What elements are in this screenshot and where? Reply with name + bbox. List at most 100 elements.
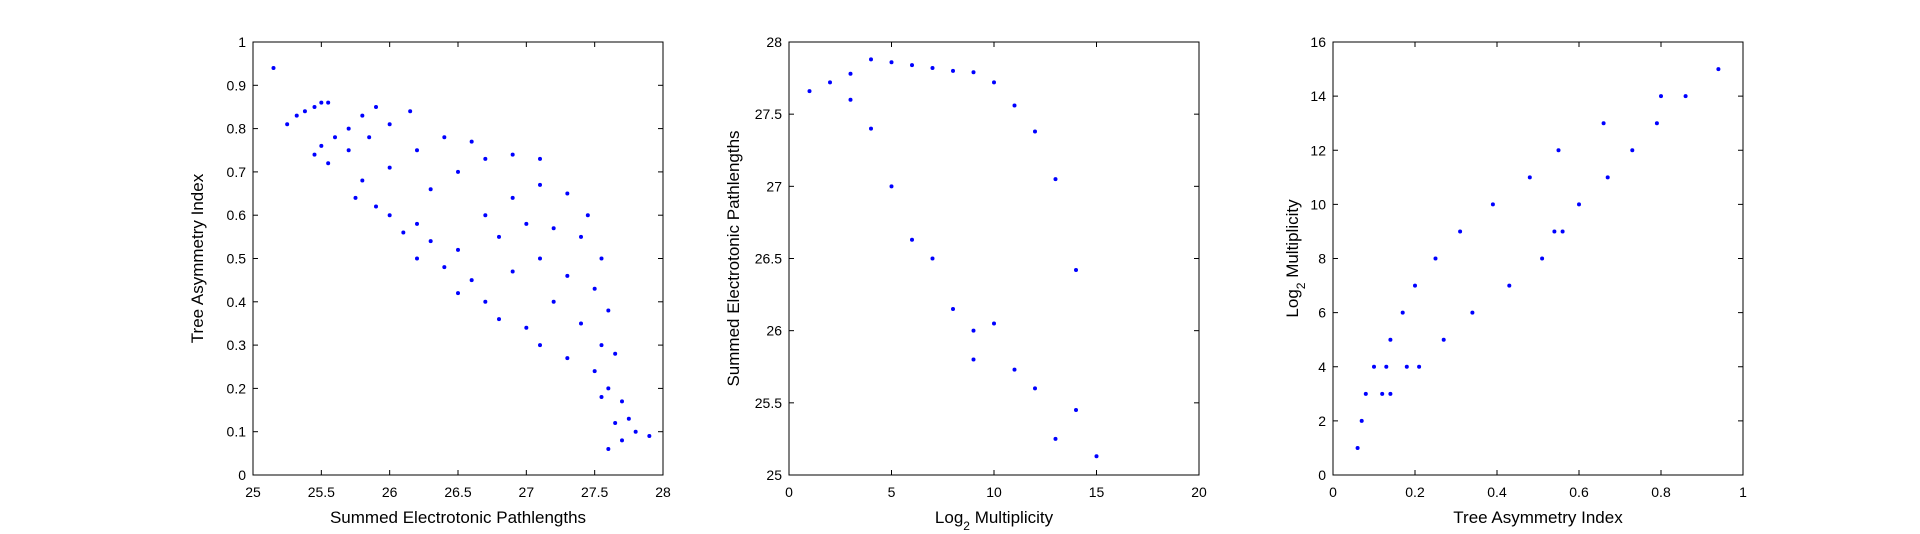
- scatter-point: [408, 109, 413, 114]
- scatter-point: [442, 135, 447, 140]
- scatter-point: [930, 65, 935, 70]
- y-tick-label: 12: [1310, 142, 1326, 158]
- y-tick-label: 0: [238, 467, 246, 483]
- scatter-point: [869, 126, 873, 131]
- x-tick-label: 27: [519, 484, 535, 500]
- scatter-point: [1380, 391, 1385, 396]
- scatter-point: [1630, 148, 1635, 153]
- scatter-point: [360, 113, 365, 118]
- scatter-point: [971, 328, 976, 333]
- scatter-point: [910, 237, 914, 242]
- chart-middle-multiplicity-vs-pathlength: 0 5 10 15 20 25 25.5 26 26.5 27 27.5 28 Log2 Multipl…: [724, 34, 1207, 533]
- scatter-point: [579, 234, 583, 239]
- scatter-point: [469, 278, 474, 283]
- x-tick-label: 10: [986, 484, 1002, 500]
- scatter-point: [647, 434, 652, 439]
- x-tick-label: 0.2: [1405, 484, 1425, 500]
- x-tick-label: 25.5: [308, 484, 335, 500]
- scatter-point: [633, 429, 638, 434]
- scatter-point: [1363, 391, 1368, 396]
- scatter-point: [620, 438, 624, 443]
- scatter-point: [312, 104, 317, 109]
- scatter-point: [415, 148, 419, 153]
- scatter-point: [551, 299, 556, 304]
- scatter-point: [1053, 177, 1058, 182]
- scatter-point: [1716, 67, 1721, 72]
- scatter-point: [1053, 436, 1058, 441]
- scatter-point: [971, 70, 976, 75]
- y-tick-label: 0.2: [227, 380, 247, 396]
- scatter-point: [828, 80, 832, 85]
- x-tick-label: 0: [1329, 484, 1337, 500]
- scatter-point: [285, 122, 290, 127]
- y-tick-label: 28: [766, 34, 782, 50]
- scatter-point: [1560, 229, 1565, 234]
- scatter-point: [442, 265, 447, 270]
- x-tick-label: 0.6: [1569, 484, 1589, 500]
- x-tick-label: 26: [382, 484, 398, 500]
- scatter-point: [606, 308, 611, 313]
- x-tick-label: 5: [888, 484, 896, 500]
- scatter-point: [1470, 310, 1475, 315]
- scatter-point: [592, 369, 597, 374]
- scatter-point: [599, 395, 604, 400]
- y-tick-label: 14: [1310, 88, 1326, 104]
- scatter-point: [1074, 268, 1078, 273]
- y-tick-label: 4: [1318, 359, 1326, 375]
- scatter-point: [497, 317, 501, 322]
- y-tick-label: 27.5: [755, 106, 782, 122]
- x-tick-label: 26.5: [444, 484, 471, 500]
- scatter-point: [1433, 256, 1438, 261]
- y-axis-label: Tree Asymmetry Index: [188, 173, 207, 343]
- scatter-point: [1417, 364, 1422, 369]
- scatter-point: [551, 226, 556, 231]
- scatter-point: [565, 191, 570, 196]
- scatter-point: [510, 152, 515, 157]
- scatter-point: [889, 184, 894, 189]
- scatter-point: [1372, 364, 1376, 369]
- scatter-point: [599, 343, 604, 348]
- scatter-point: [1601, 121, 1606, 126]
- scatter-point: [271, 65, 276, 70]
- scatter-point: [951, 68, 955, 73]
- scatter-point: [1659, 94, 1663, 99]
- scatter-point: [613, 351, 618, 356]
- scatter-point: [807, 89, 812, 94]
- x-axis-label: Summed Electrotonic Pathlengths: [330, 508, 586, 527]
- scatter-point: [1388, 391, 1393, 396]
- scatter-point: [1413, 283, 1417, 288]
- scatter-point: [585, 213, 590, 218]
- scatter-point: [326, 161, 331, 166]
- scatter-point: [367, 135, 372, 140]
- scatter-point: [565, 356, 570, 361]
- y-tick-label: 0.1: [227, 424, 247, 440]
- y-tick-label: 0.8: [227, 121, 247, 137]
- x-tick-label: 0: [785, 484, 793, 500]
- scatter-point: [415, 221, 419, 226]
- scatter-point: [848, 71, 853, 76]
- scatter-point: [1527, 175, 1532, 180]
- scatter-point: [620, 399, 624, 404]
- scatter-point: [360, 178, 365, 183]
- y-tick-label: 2: [1318, 413, 1326, 429]
- scatter-point: [302, 109, 307, 114]
- scatter-point: [510, 269, 515, 274]
- y-tick-label: 0.9: [227, 77, 247, 93]
- y-tick-label: 8: [1318, 251, 1326, 267]
- scatter-point: [565, 273, 570, 278]
- scatter-point: [1683, 94, 1688, 99]
- scatter-point: [592, 286, 597, 291]
- y-tick-label: 0.7: [227, 164, 247, 180]
- scatter-point: [497, 234, 501, 239]
- scatter-point: [374, 204, 378, 209]
- scatter-point: [1605, 175, 1610, 180]
- scatter-point: [1400, 310, 1405, 315]
- scatter-series: [1355, 67, 1721, 450]
- x-axis-label: Log2 Multiplicity: [935, 508, 1054, 533]
- y-tick-label: 0: [1318, 467, 1326, 483]
- x-tick-label: 28: [655, 484, 671, 500]
- x-tick-label: 0.8: [1651, 484, 1671, 500]
- y-tick-label: 16: [1310, 34, 1326, 50]
- y-tick-label: 27: [766, 178, 782, 194]
